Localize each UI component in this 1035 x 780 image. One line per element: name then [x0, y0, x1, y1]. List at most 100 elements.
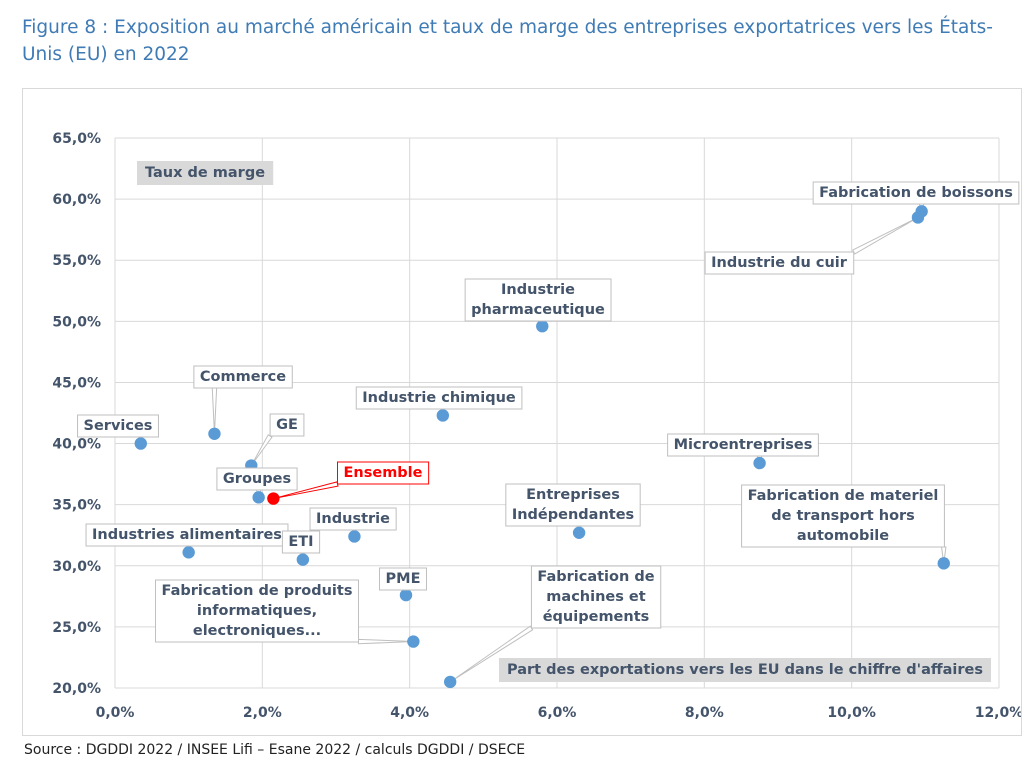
point-label-text: Industrie pharmaceutique [471, 282, 605, 318]
chart-area: 20,0% 25,0% 30,0% 35,0% 40,0% 45,0% 50,0% 55,0%… [22, 88, 1022, 736]
point-label: Microentreprises [667, 433, 819, 457]
point-label-text: Entreprises Indépendantes [512, 487, 634, 523]
point-label-box [704, 251, 855, 275]
y-tick-label: 45,0% [52, 375, 101, 391]
data-point [182, 546, 195, 559]
point-label-line: Industries alimentaires [92, 527, 282, 543]
point-label-text: Ensemble [344, 465, 423, 481]
data-points [134, 205, 950, 689]
point-label: Industrie [309, 507, 397, 531]
point-label-line: Fabrication de produits [162, 583, 353, 599]
point-label: Groupes [216, 467, 298, 491]
point-label-line: Fabrication de [537, 569, 654, 585]
point-label-line: Industrie [316, 511, 390, 527]
point-label-text: Industrie [316, 511, 390, 527]
y-tick-label: 35,0% [52, 498, 101, 514]
point-label-line: de transport hors [771, 508, 915, 524]
data-point [572, 526, 586, 539]
scatter-chart: 20,0% 25,0% 30,0% 35,0% 40,0% 45,0% 50,0% 55,0%… [52, 131, 1021, 721]
point-label-text: Industrie chimique [362, 390, 516, 406]
point-label-box [216, 467, 298, 491]
point-label-box [193, 365, 293, 389]
point-label-line: ETI [288, 534, 313, 550]
data-point [911, 211, 925, 224]
y-tick-label: 60,0% [52, 192, 101, 208]
point-label-box [379, 567, 427, 591]
leader-line [357, 638, 414, 645]
point-label: Fabrication de produits informatiques, ele… [155, 579, 359, 643]
figure-title: Figure 8 : Exposition au marché américai… [22, 17, 993, 65]
x-tick-label: 10,0% [827, 705, 876, 721]
point-label-line: electroniques... [193, 623, 321, 639]
point-label-line: Services [84, 418, 153, 434]
point-label-line: informatiques, [197, 603, 317, 619]
point-label-line: automobile [797, 528, 889, 544]
point-label: Industrie chimique [355, 386, 523, 410]
point-label-box [355, 386, 523, 410]
y-axis-title-box [137, 161, 274, 185]
y-tick-label: 55,0% [52, 253, 101, 269]
data-point [399, 588, 413, 602]
point-label: Fabrication de materiel de transport hors… [741, 484, 945, 548]
point-label: Services [77, 414, 159, 438]
y-tick-label: 30,0% [52, 559, 101, 575]
point-label-text: PME [386, 571, 421, 587]
point-label-box [155, 579, 359, 643]
point-label-text: Industrie du cuir [711, 255, 848, 271]
point-label-box [812, 181, 1020, 205]
data-point [536, 320, 549, 333]
y-tick-label: 25,0% [52, 620, 101, 636]
data-point [436, 409, 450, 422]
leader-line [211, 387, 218, 434]
data-point [407, 635, 420, 648]
x-tick-label: 4,0% [390, 705, 429, 721]
point-label-line: Industrie chimique [362, 390, 516, 406]
data-point [134, 437, 147, 450]
y-tick-label: 40,0% [52, 437, 101, 453]
point-label-text: Fabrication de boissons [819, 185, 1013, 201]
point-label-box [667, 433, 819, 457]
data-point [296, 553, 310, 566]
point-label-text: Commerce [200, 369, 286, 385]
point-label: PME [379, 567, 427, 591]
point-label-box [505, 483, 641, 527]
point-label: Entreprises Indépendantes [505, 483, 641, 527]
point-label-line: machines et [546, 589, 645, 605]
point-label-line: GE [276, 417, 298, 433]
x-tick-label: 12,0% [975, 705, 1021, 721]
point-label: GE [269, 413, 305, 437]
data-point [208, 427, 221, 440]
source-note: Source : DGDDI 2022 / INSEE Lifi – Esane… [24, 742, 526, 758]
point-label-line: Entreprises [526, 487, 620, 503]
axes: 20,0% 25,0% 30,0% 35,0% 40,0% 45,0% 50,0% 55,0%… [52, 131, 1021, 721]
point-label-line: Microentreprises [674, 437, 813, 453]
y-tick-label: 20,0% [52, 681, 101, 697]
x-tick-label: 6,0% [538, 705, 577, 721]
point-label-text: ETI [288, 534, 313, 550]
point-label: Industries alimentaires [85, 523, 289, 547]
point-label-line: Fabrication de materiel [748, 488, 939, 504]
point-label-line: pharmaceutique [471, 302, 605, 318]
x-tick-label: 0,0% [96, 705, 135, 721]
point-label-line: Commerce [200, 369, 286, 385]
point-label-box [309, 507, 397, 531]
point-label: Fabrication de boissons [812, 181, 1020, 205]
point-label-text: Industries alimentaires [92, 527, 282, 543]
point-label-line: Groupes [223, 471, 291, 487]
point-label: Industrie du cuir [704, 251, 855, 275]
point-label-box [741, 484, 945, 548]
point-label-box [269, 413, 305, 437]
point-label-box [464, 278, 612, 322]
point-label: Ensemble [337, 461, 430, 485]
point-label-text: Fabrication de materiel de transport hors… [748, 488, 939, 544]
axis-titles: Taux de marge Part des exportations vers … [137, 161, 991, 682]
point-label-text: Fabrication de machines et équipements [537, 569, 654, 625]
data-point [753, 456, 766, 470]
point-label-line: Industrie du cuir [711, 255, 848, 271]
point-label-line: PME [386, 571, 421, 587]
point-label-box [77, 414, 159, 438]
data-point [348, 530, 361, 543]
x-axis-title: Part des exportations vers les EU dans l… [498, 658, 991, 682]
point-label: Commerce [193, 365, 293, 389]
point-label-line: Ensemble [344, 465, 423, 481]
